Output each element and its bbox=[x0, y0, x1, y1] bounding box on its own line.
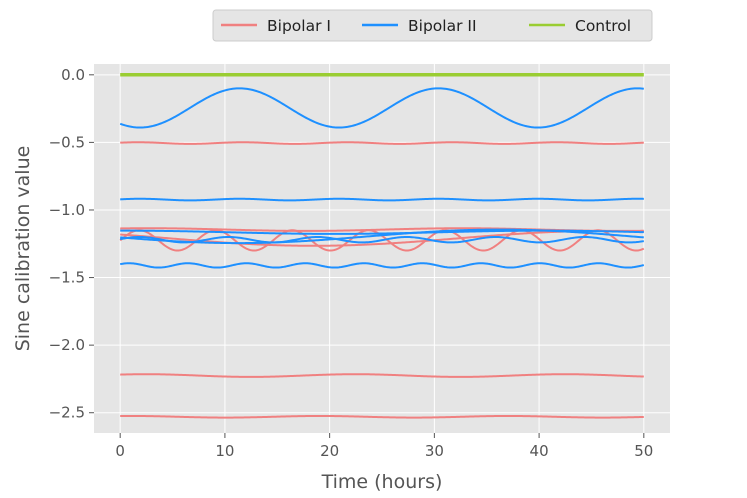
tick-labels: 0 10 20 30 40 50 0.0 −0.5 −1.0 −1.5 −2.0 −2.5 bbox=[49, 66, 654, 460]
series-line-bipolar-i bbox=[120, 414, 644, 419]
y-tick-label: −1.5 bbox=[49, 269, 85, 287]
legend-label: Bipolar II bbox=[408, 17, 477, 35]
y-tick-label: −0.5 bbox=[49, 133, 85, 151]
y-tick-label: −2.5 bbox=[49, 404, 85, 422]
series-lines bbox=[119, 73, 645, 419]
series-line-bipolar-i bbox=[120, 141, 644, 145]
x-tick-label: 50 bbox=[634, 442, 653, 460]
series-line-bipolar-ii bbox=[120, 262, 645, 269]
y-tick-label: −1.0 bbox=[49, 201, 85, 219]
series-line-bipolar-i bbox=[120, 373, 644, 378]
x-tick-label: 30 bbox=[425, 442, 444, 460]
series-line-bipolar-ii bbox=[119, 87, 644, 129]
series-line-bipolar-ii bbox=[120, 228, 644, 245]
x-tick-label: 10 bbox=[215, 442, 234, 460]
plot-background bbox=[94, 64, 670, 433]
series-line-bipolar-ii bbox=[120, 197, 644, 202]
legend-label: Control bbox=[575, 17, 631, 35]
y-tick-label: 0.0 bbox=[61, 66, 85, 84]
x-axis-label: Time (hours) bbox=[321, 471, 443, 493]
legend-label: Bipolar I bbox=[267, 17, 331, 35]
legend: Bipolar I Bipolar II Control bbox=[212, 9, 653, 42]
legend-frame bbox=[212, 9, 653, 42]
y-tick-label: −2.0 bbox=[49, 336, 85, 354]
x-tick-label: 0 bbox=[115, 442, 125, 460]
x-tick-label: 40 bbox=[530, 442, 549, 460]
series-line-bipolar-ii bbox=[119, 236, 644, 244]
y-axis-label: Sine calibration value bbox=[12, 146, 34, 352]
tick-marks bbox=[89, 74, 645, 438]
x-tick-label: 20 bbox=[320, 442, 339, 460]
